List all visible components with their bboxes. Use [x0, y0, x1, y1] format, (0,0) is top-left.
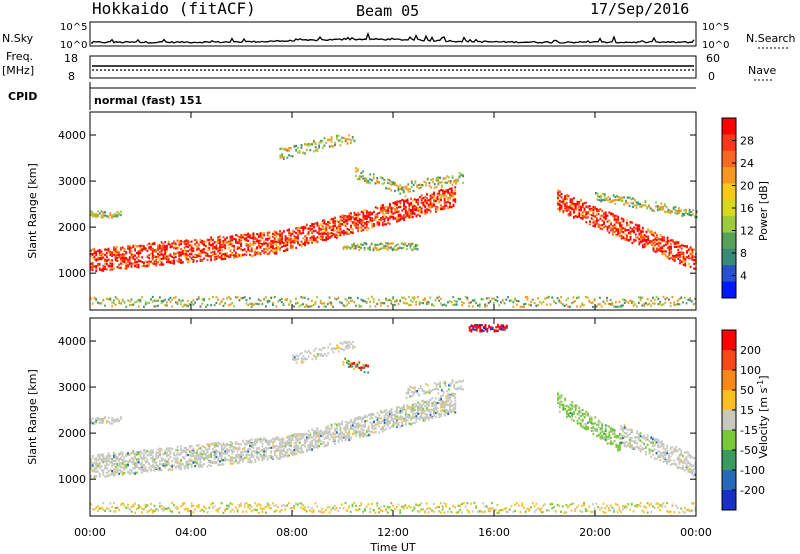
time-tick-label-3: 12:00	[377, 526, 409, 539]
noise-ytick-top-left: 10^5	[60, 22, 87, 33]
time-tick-label-6: 00:00	[680, 526, 712, 539]
freq-tick-18: 18	[64, 52, 78, 65]
power-colorbar-segment	[722, 118, 736, 135]
freq-label-1: Freq.	[6, 50, 33, 63]
velocity-y-axis: 1000 2000 3000 4000	[58, 335, 696, 486]
noise-search-label: N.Search	[746, 32, 796, 45]
noise-panel: N.Sky N.Search 10^5 10^0 10^5 10^0	[2, 21, 796, 51]
power-colorbar: 4 8 12 16 20 24 28	[721, 117, 754, 299]
power-colorbar-segment	[722, 281, 736, 299]
beam-label: Beam 05	[356, 2, 419, 20]
freq-tick-8: 8	[68, 70, 75, 83]
frequency-panel: Freq. [MHz] Nave 18 8 60 0	[2, 50, 776, 83]
power-ytick-label-2000: 2000	[58, 221, 86, 234]
velocity-colorbar-segment	[722, 450, 736, 471]
time-x-axis: 00:00 04:00 08:00 12:00 16:00 20:00 00:00	[74, 112, 712, 539]
power-colorbar-tick-12: 12	[740, 225, 754, 238]
noise-trace	[91, 31, 695, 44]
velocity-slant-range-label: Slant Range [km]	[26, 369, 39, 465]
velocity-colorbar-segment	[722, 430, 736, 451]
power-colorbar-tick-20: 20	[740, 180, 754, 193]
cpid-label: CPID	[8, 90, 37, 103]
velocity-colorbar-tick--100: -100	[740, 464, 765, 477]
power-heatmap	[90, 134, 698, 309]
noise-ytick-bottom-right: 10^0	[702, 40, 729, 51]
freq-label-2: [MHz]	[2, 64, 34, 77]
velocity-panel: 1000 2000 3000 4000 Slant Range [km] 200 100…	[26, 317, 770, 517]
station-title: Hokkaido (fitACF)	[92, 0, 256, 18]
power-colorbar-tick-24: 24	[740, 157, 754, 170]
cpid-panel: CPID normal (fast) 151	[8, 82, 696, 110]
power-ytick-label-4000: 4000	[58, 129, 86, 142]
power-ytick-label-1000: 1000	[58, 267, 86, 280]
power-colorbar-segment	[722, 183, 736, 201]
power-ytick-label-3000: 3000	[58, 175, 86, 188]
power-colorbar-segment	[722, 232, 736, 250]
power-colorbar-tick-28: 28	[740, 135, 754, 148]
velocity-ytick-label-1000: 1000	[58, 473, 86, 486]
time-tick-label-2: 08:00	[276, 526, 308, 539]
time-axis-label: Time UT	[369, 541, 415, 554]
velocity-colorbar: 200 100 50 15 -15 -50 -100 -200	[721, 329, 765, 511]
velocity-colorbar-tick-100: 100	[740, 364, 761, 377]
power-colorbar-label: Power [dB]	[757, 181, 770, 241]
velocity-colorbar-segment	[722, 470, 736, 491]
power-colorbar-segment	[722, 265, 736, 283]
velocity-colorbar-segment	[722, 390, 736, 411]
time-tick-label-0: 00:00	[74, 526, 106, 539]
velocity-colorbar-segment	[722, 410, 736, 431]
velocity-colorbar-tick--15: -15	[740, 424, 758, 437]
power-colorbar-segment	[722, 150, 736, 168]
power-y-axis-label: Slant Range [km]	[26, 163, 39, 259]
cpid-mode: normal (fast) 151	[94, 94, 202, 107]
velocity-heatmap	[90, 323, 697, 515]
power-colorbar-tick-4: 4	[740, 270, 747, 283]
time-tick-label-5: 20:00	[579, 526, 611, 539]
power-colorbar-segment	[722, 134, 736, 152]
power-colorbar-tick-8: 8	[740, 247, 747, 260]
velocity-ytick-label-2000: 2000	[58, 427, 86, 440]
velocity-colorbar-segment	[722, 330, 736, 351]
power-colorbar-tick-16: 16	[740, 202, 754, 215]
power-colorbar-segment	[722, 248, 736, 266]
velocity-colorbar-segment	[722, 350, 736, 371]
velocity-colorbar-tick-200: 200	[740, 344, 761, 357]
power-colorbar-segment	[722, 216, 736, 234]
velocity-colorbar-label: Velocity [m s-1]	[756, 375, 770, 458]
time-tick-label-4: 16:00	[478, 526, 510, 539]
power-y-axis: 1000 2000 3000 4000	[58, 129, 696, 280]
velocity-colorbar-segment	[722, 490, 736, 511]
nave-tick-0: 0	[708, 70, 715, 83]
velocity-colorbar-tick-50: 50	[740, 384, 754, 397]
velocity-colorbar-tick--50: -50	[740, 444, 758, 457]
velocity-colorbar-segment	[722, 370, 736, 391]
power-colorbar-segment	[722, 199, 736, 217]
power-colorbar-segment	[722, 167, 736, 184]
velocity-colorbar-tick-15: 15	[740, 404, 754, 417]
velocity-ytick-label-3000: 3000	[58, 381, 86, 394]
noise-sky-label: N.Sky	[2, 32, 34, 45]
noise-ytick-bottom-left: 10^0	[60, 40, 87, 51]
velocity-ytick-label-4000: 4000	[58, 335, 86, 348]
nave-label: Nave	[748, 64, 776, 77]
time-tick-label-1: 04:00	[175, 526, 207, 539]
power-panel: 1000 2000 3000 4000 Slant Range [km] 4 8 12 16…	[26, 111, 770, 311]
nave-tick-60: 60	[706, 52, 720, 65]
noise-ytick-top-right: 10^5	[702, 22, 729, 33]
date-label: 17/Sep/2016	[590, 0, 689, 18]
velocity-colorbar-tick--200: -200	[740, 484, 765, 497]
